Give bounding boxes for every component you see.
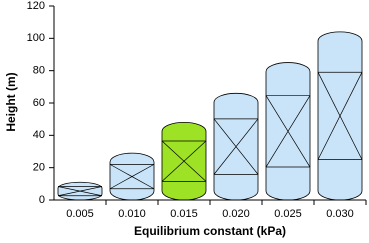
bed-cross [213, 118, 259, 175]
y-tick-label: 20 [33, 162, 45, 174]
x-axis-title: Equilibrium constant (kPa) [134, 224, 286, 238]
bed-cross [317, 72, 363, 160]
x-tick-label: 0.030 [326, 208, 354, 220]
x-tick-label: 0.010 [118, 208, 146, 220]
y-tick-label: 100 [27, 32, 45, 44]
bed-cross [109, 164, 155, 190]
y-tick-label: 120 [27, 0, 45, 12]
y-tick-label: 80 [33, 65, 45, 77]
x-tick-label: 0.025 [274, 208, 302, 220]
y-tick-label: 0 [39, 194, 45, 206]
x-tick-label: 0.015 [170, 208, 198, 220]
bed-cross [161, 140, 207, 182]
bed-cross [265, 95, 311, 168]
y-axis-title: Height (m) [4, 72, 18, 131]
bed-cross [57, 186, 103, 197]
y-tick-label: 60 [33, 97, 45, 109]
x-tick-label: 0.020 [222, 208, 250, 220]
y-tick-label: 40 [33, 129, 45, 141]
x-tick-label: 0.005 [66, 208, 94, 220]
